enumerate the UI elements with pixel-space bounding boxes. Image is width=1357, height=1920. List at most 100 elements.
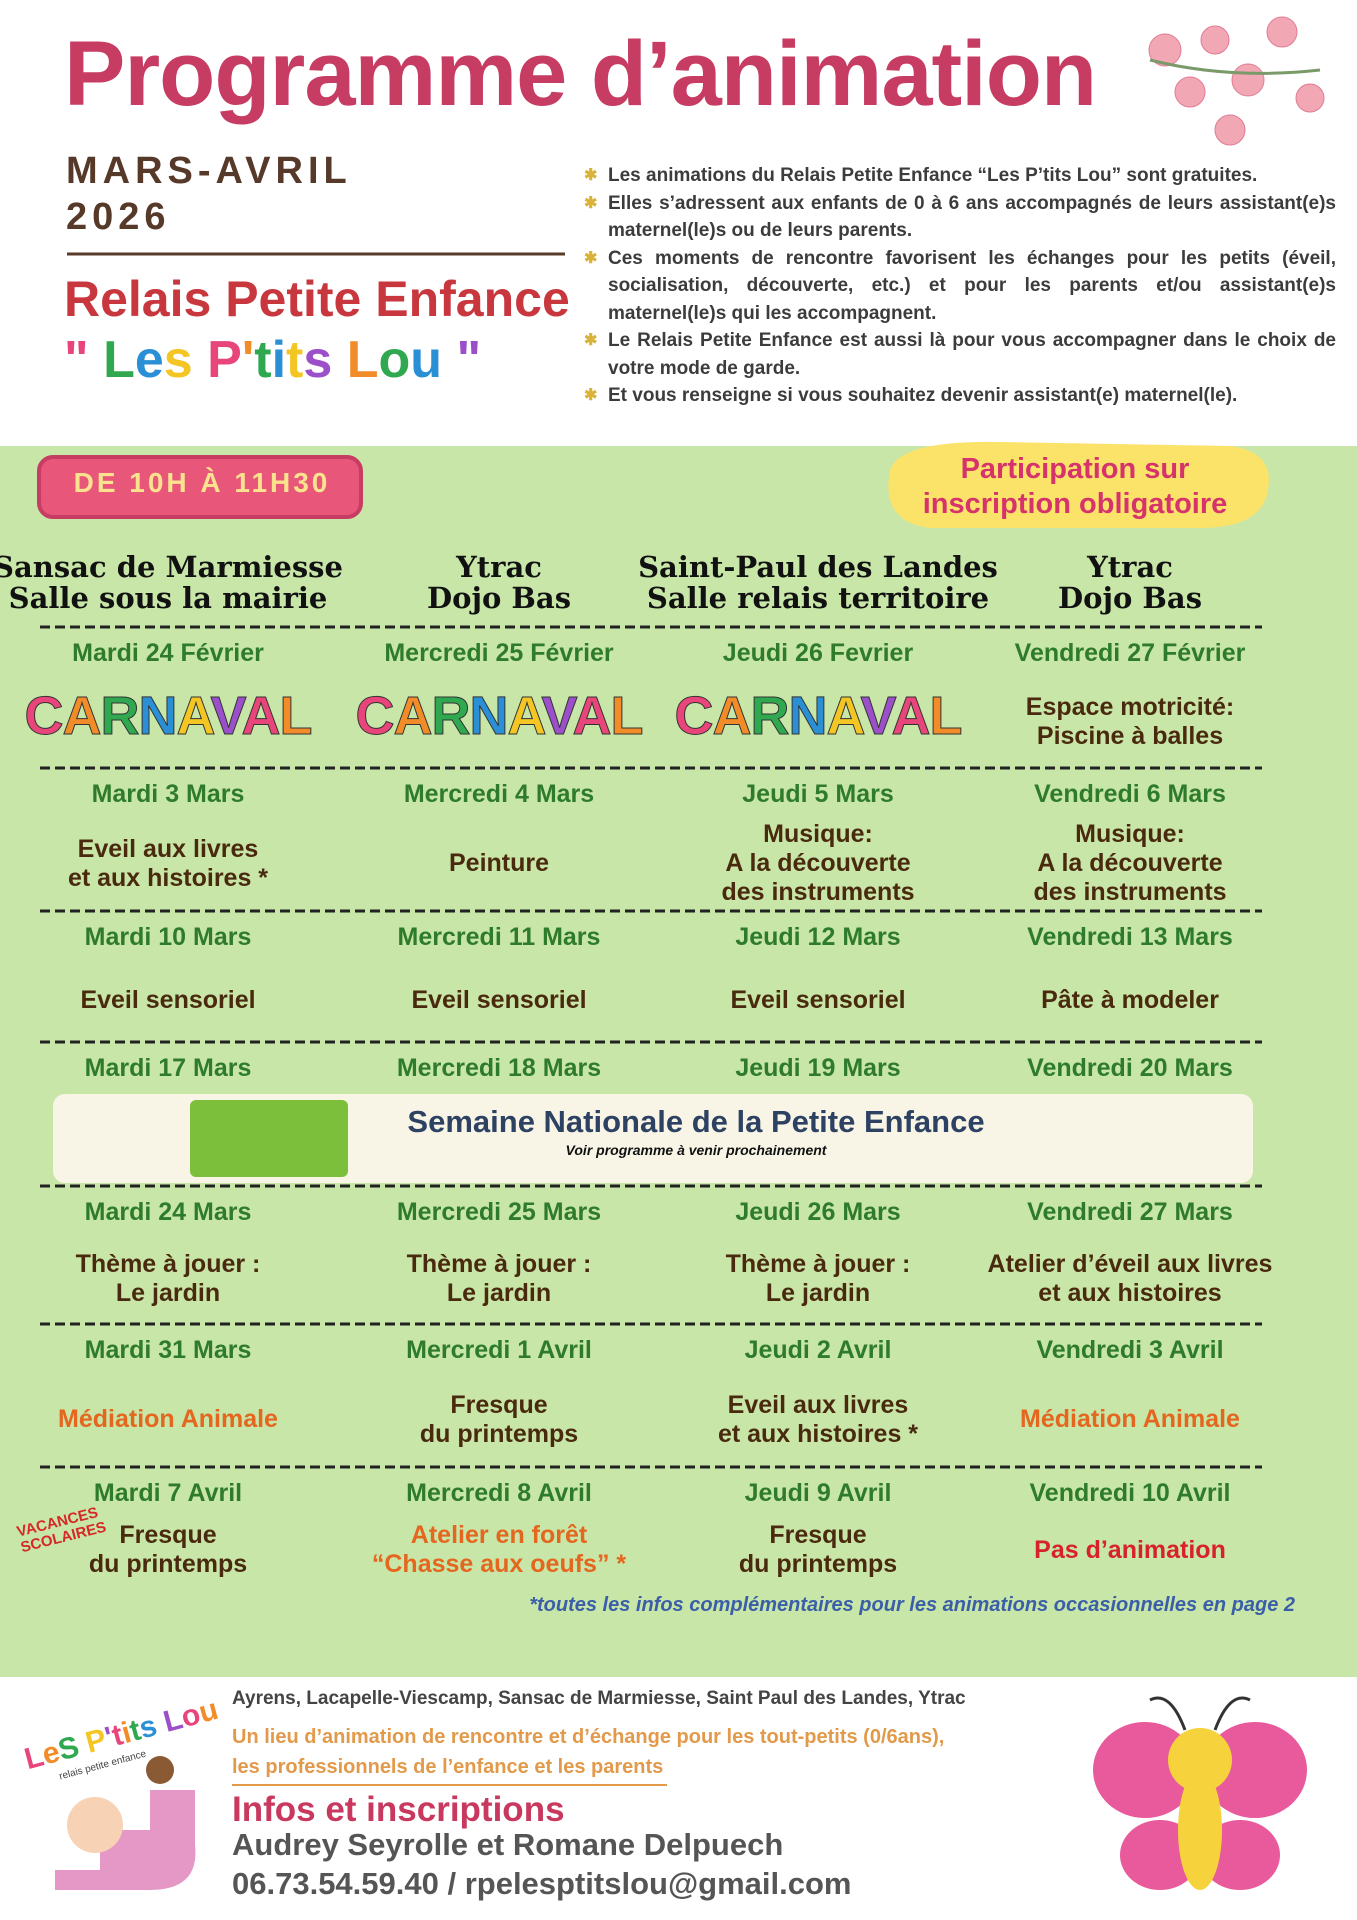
- activity: Eveil aux livres: [727, 1390, 909, 1419]
- date: Mardi 10 Mars: [84, 923, 252, 951]
- date: Vendredi 27 Mars: [1027, 1198, 1233, 1226]
- date: Vendredi 3 Avril: [1036, 1336, 1224, 1364]
- year: 2026: [66, 196, 171, 238]
- intro-bullet: Et vous renseigne si vous souhaitez deve…: [584, 382, 1336, 410]
- activity: CARNAVAL: [24, 686, 313, 747]
- logo-art: [55, 1756, 196, 1890]
- activity: Le jardin: [765, 1279, 871, 1307]
- footnote: *toutes les infos complémentaires pour l…: [529, 1594, 1295, 1616]
- banner-box: [53, 1094, 1253, 1183]
- date: Vendredi 13 Mars: [1027, 923, 1233, 951]
- date: Mercredi 18 Mars: [396, 1054, 602, 1082]
- column-header: Ytrac: [456, 550, 542, 584]
- date: Mardi 31 Mars: [84, 1336, 252, 1364]
- column-header: Sansac de Marmiesse: [0, 550, 343, 584]
- intro-bullet: Elles s’adressent aux enfants de 0 à 6 a…: [584, 190, 1336, 245]
- activity: Fresque: [119, 1521, 217, 1549]
- date: Jeudi 5 Mars: [742, 780, 894, 808]
- activity: CARNAVAL: [674, 686, 963, 747]
- date: Jeudi 26 Fevrier: [722, 639, 914, 667]
- banner-title: Semaine Nationale de la Petite Enfance: [407, 1104, 985, 1139]
- tagline: Un lieu d’animation de rencontre et d’éc…: [232, 1726, 945, 1748]
- intro-bullet: Ces moments de rencontre favorisent les …: [584, 245, 1336, 328]
- activity: Eveil aux livres: [77, 834, 259, 863]
- activity: A la découverte: [725, 849, 911, 877]
- date: Mercredi 25 Mars: [396, 1198, 602, 1226]
- activity: Espace motricité:: [1025, 692, 1235, 721]
- registration-note: Participation sur inscription obligatoir…: [922, 453, 1228, 520]
- butterfly: [1093, 1696, 1307, 1890]
- intro-bullet: Les animations du Relais Petite Enfance …: [584, 162, 1336, 190]
- date: Vendredi 6 Mars: [1034, 780, 1226, 808]
- activity: et aux histoires *: [67, 863, 269, 892]
- date: Jeudi 12 Mars: [735, 923, 901, 951]
- activity: Eveil sensoriel: [411, 986, 587, 1014]
- intro-list: Les animations du Relais Petite Enfance …: [584, 162, 1336, 410]
- date: Mardi 17 Mars: [84, 1054, 252, 1082]
- date: Vendredi 10 Avril: [1029, 1479, 1231, 1507]
- activity: Le jardin: [446, 1279, 552, 1307]
- date: Mercredi 25 Février: [384, 639, 614, 667]
- activity: Fresque: [450, 1390, 548, 1419]
- hours-pill: [37, 455, 363, 519]
- period: MARS-AVRIL: [66, 150, 352, 192]
- contact-details: 06.73.54.59.40 / rpelesptitslou@gmail.co…: [232, 1866, 852, 1901]
- row-separators: [40, 625, 1262, 1469]
- activity: Piscine à balles: [1036, 721, 1224, 750]
- activity: Musique:: [763, 820, 873, 848]
- activity: Pâte à modeler: [1041, 986, 1219, 1014]
- activity: Thème à jouer :: [75, 1250, 261, 1278]
- date: Jeudi 2 Avril: [744, 1336, 892, 1364]
- activity: des instruments: [1033, 878, 1227, 906]
- date: Mardi 7 Avril: [93, 1479, 243, 1507]
- activity: Le jardin: [115, 1279, 221, 1307]
- activity: Médiation Animale: [58, 1405, 278, 1433]
- flowers: [1148, 16, 1325, 146]
- activity: des instruments: [721, 878, 915, 906]
- banner-subtitle: Voir programme à venir prochainement: [565, 1142, 827, 1158]
- column-header: Salle relais territoire: [646, 581, 990, 615]
- date: Vendredi 27 Février: [1014, 639, 1246, 667]
- contact-title: Infos et inscriptions: [232, 1790, 565, 1829]
- column-header: Saint-Paul des Landes: [638, 550, 998, 584]
- activity: Atelier d’éveil aux livres: [987, 1250, 1273, 1278]
- column-header: Ytrac: [1087, 550, 1173, 584]
- green-panel: [0, 446, 1357, 1677]
- activity: Musique:: [1075, 820, 1185, 848]
- activity: et aux histoires *: [717, 1419, 919, 1448]
- column-header: Dojo Bas: [426, 581, 572, 615]
- activity: Peinture: [448, 849, 550, 877]
- activity: Fresque: [769, 1521, 867, 1549]
- organisation: Relais Petite Enfance: [64, 271, 570, 327]
- banner-image: [190, 1100, 348, 1177]
- contact-names: Audrey Seyrolle et Romane Delpuech: [232, 1827, 784, 1862]
- activity: Atelier en forêt: [410, 1521, 588, 1549]
- activity: A la découverte: [1037, 849, 1223, 877]
- activity: Eveil sensoriel: [730, 986, 906, 1014]
- activity: Médiation Animale: [1020, 1405, 1240, 1433]
- communes: Ayrens, Lacapelle-Viescamp, Sansac de Ma…: [232, 1688, 966, 1709]
- column-header: Salle sous la mairie: [8, 581, 328, 615]
- date: Jeudi 26 Mars: [735, 1198, 901, 1226]
- hours: DE 10H À 11H30: [73, 467, 331, 498]
- tagline: les professionnels de l’enfance et les p…: [232, 1756, 664, 1778]
- organisation-name: " Les P'tits Lou ": [64, 331, 482, 389]
- activity: et aux histoires: [1038, 1279, 1222, 1307]
- activity: “Chasse aux oeufs” *: [371, 1550, 627, 1578]
- title: Programme d’animation: [64, 23, 1097, 125]
- date: Mardi 24 Mars: [84, 1198, 252, 1226]
- date: Jeudi 9 Avril: [744, 1479, 892, 1507]
- intro-bullet: Le Relais Petite Enfance est aussi là po…: [584, 327, 1336, 382]
- activity: Thème à jouer :: [406, 1250, 592, 1278]
- activity: Thème à jouer :: [725, 1250, 911, 1278]
- activity: du printemps: [738, 1550, 898, 1578]
- activity: Eveil sensoriel: [80, 986, 256, 1014]
- registration-blob: [888, 441, 1269, 528]
- activity: du printemps: [419, 1419, 579, 1448]
- date: Mardi 24 Février: [72, 639, 264, 667]
- date: Mardi 3 Mars: [91, 780, 245, 808]
- date: Mercredi 11 Mars: [397, 923, 601, 951]
- date: Mercredi 1 Avril: [406, 1336, 592, 1364]
- date: Mercredi 4 Mars: [403, 780, 595, 808]
